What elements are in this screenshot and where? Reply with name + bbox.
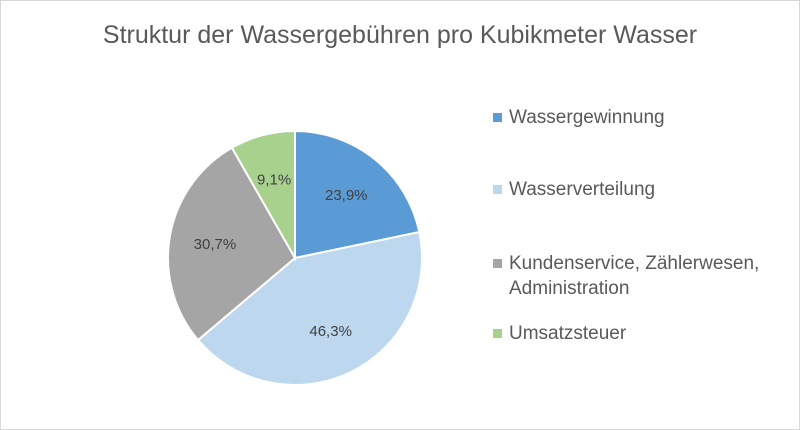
pie-slice-wasserverteilung bbox=[196, 230, 423, 386]
legend-label-kundenservice: Kundenservice, Zählerwesen, Administrati… bbox=[509, 253, 760, 299]
legend-label-wassergewinnung: Wassergewinnung bbox=[509, 107, 665, 128]
slice-label-wassergewinnung: 23,9% bbox=[325, 187, 368, 204]
pie-slice-umsatzsteuer bbox=[230, 129, 296, 262]
chart-title: Struktur der Wassergebühren pro Kubikmet… bbox=[102, 21, 698, 49]
pie-slice-kundenservice bbox=[167, 146, 297, 342]
slice-label-wasserverteilung: 46,3% bbox=[309, 323, 352, 340]
legend-swatch-wassergewinnung bbox=[493, 113, 502, 122]
pie-slice-wassergewinnung bbox=[294, 129, 421, 260]
slice-label-kundenservice: 30,7% bbox=[194, 236, 237, 253]
legend-label-wasserverteilung: Wasserverteilung bbox=[509, 179, 656, 200]
slice-label-umsatzsteuer: 9,1% bbox=[257, 171, 291, 188]
legend-swatch-kundenservice bbox=[493, 259, 502, 268]
legend-swatch-wasserverteilung bbox=[493, 185, 502, 194]
legend-swatch-umsatzsteuer bbox=[493, 329, 502, 338]
legend-label-umsatzsteuer: Umsatzsteuer bbox=[509, 323, 627, 344]
